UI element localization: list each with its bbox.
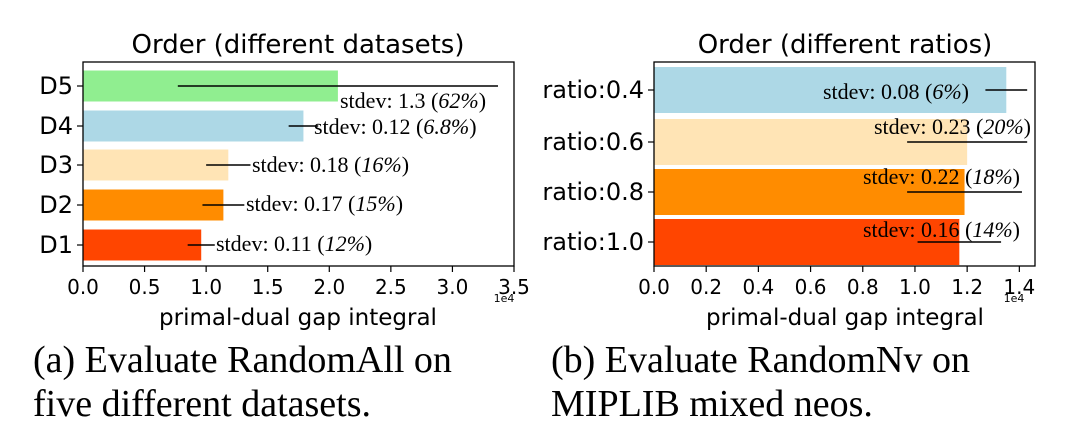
x-axis-label: primal-dual gap integral: [159, 305, 437, 331]
caption-line: five different datasets.: [33, 383, 371, 425]
x-tick-label: 1.2: [951, 275, 983, 299]
x-tick-label: 1.0: [899, 275, 931, 299]
caption-line: MIPLIB mixed neos.: [551, 383, 873, 425]
x-tick-label: 0.0: [638, 275, 670, 299]
caption-line: (b) Evaluate RandomNv on: [551, 339, 970, 381]
stdev-annotation: stdev: 0.18 (16%): [252, 152, 409, 177]
x-axis-scale: 1e4: [494, 292, 515, 305]
x-tick-label: 0.2: [690, 275, 722, 299]
chart-panel-a: Order (different datasets) D5 D4 D3 D2 D1 stde…: [33, 30, 530, 425]
chart-title: Order (different ratios): [698, 30, 993, 60]
x-tick-label: 1.4: [1003, 275, 1035, 299]
x-axis-label: primal-dual gap integral: [706, 305, 984, 331]
caption-line: (a) Evaluate RandomAll on: [33, 339, 452, 381]
x-tick-label: 0.8: [847, 275, 879, 299]
stdev-annotation: stdev: 0.08 (6%): [823, 79, 969, 104]
stdev-annotation: stdev: 0.16 (14%): [863, 217, 1020, 242]
stdev-annotation: stdev: 0.22 (18%): [863, 164, 1020, 189]
x-tick-label: 0.6: [795, 275, 827, 299]
stdev-annotation: stdev: 0.17 (15%): [246, 191, 403, 216]
category-label: ratio:1.0: [542, 228, 644, 256]
x-tick-label: 0.4: [742, 275, 774, 299]
chart-title: Order (different datasets): [132, 30, 465, 60]
stdev-annotation: stdev: 1.3 (62%): [340, 88, 486, 113]
bar: [83, 229, 202, 261]
category-label: D3: [39, 151, 73, 179]
bar: [83, 110, 304, 142]
category-label: ratio:0.8: [542, 178, 644, 206]
category-label: D1: [39, 231, 73, 259]
x-tick-label: 2.5: [375, 275, 407, 299]
stdev-annotation: stdev: 0.11 (12%): [216, 231, 372, 256]
category-label: ratio:0.6: [542, 128, 644, 156]
x-tick-label: 1.5: [252, 275, 284, 299]
x-tick-label: 0.5: [129, 275, 161, 299]
chart-panel-b: Order (different ratios) ratio:0.4 ratio:0…: [542, 30, 1036, 425]
bar: [83, 189, 224, 221]
bar: [83, 149, 229, 181]
plot-frame: [82, 61, 515, 267]
category-label: D5: [39, 72, 73, 100]
x-tick-label: 2.0: [313, 275, 345, 299]
x-tick-label: 1.0: [190, 275, 222, 299]
plot-frame: [653, 61, 1036, 267]
stdev-annotation: stdev: 0.23 (20%): [874, 114, 1031, 139]
bar: [654, 67, 1007, 113]
x-tick-label: 0.0: [67, 275, 99, 299]
category-label: ratio:0.4: [542, 76, 644, 104]
x-tick-label: 3.0: [437, 275, 469, 299]
category-label: D2: [39, 191, 73, 219]
x-tick-label: 3.5: [498, 275, 530, 299]
bar: [654, 219, 960, 265]
x-axis-scale: 1e4: [1004, 292, 1025, 305]
stdev-annotation: stdev: 0.12 (6.8%): [314, 114, 477, 139]
category-label: D4: [39, 112, 73, 140]
